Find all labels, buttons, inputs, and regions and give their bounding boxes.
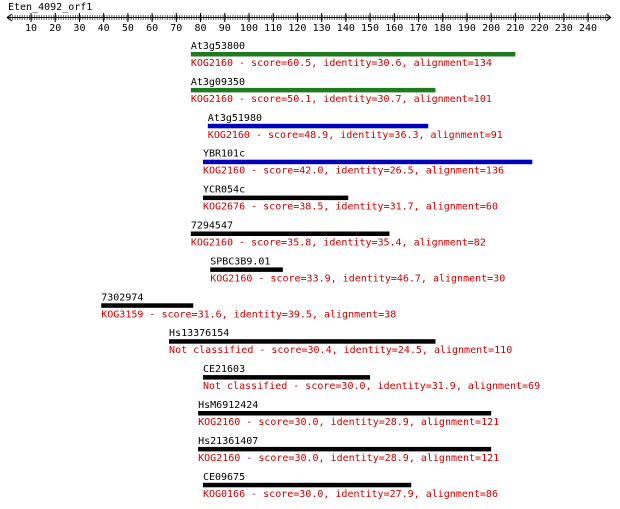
hit-name: CE21603 <box>203 364 245 375</box>
hit-bar <box>207 123 429 129</box>
hit-name: Hs13376154 <box>169 328 229 339</box>
hit-name: At3g53800 <box>191 41 245 52</box>
hit-bar <box>202 159 533 165</box>
ruler-tick-label: 240 <box>579 23 597 34</box>
hit-bar <box>101 303 194 308</box>
hit-name: SPBC3B9.01 <box>210 256 270 267</box>
hit-name: YBR101c <box>203 149 245 160</box>
ruler-tick-label: 40 <box>98 23 110 34</box>
ruler-tick-label: 150 <box>361 23 379 34</box>
ruler-tick-label: 190 <box>458 23 476 34</box>
ruler-tick-label: 10 <box>25 23 37 34</box>
ruler-tick-label: 210 <box>506 23 524 34</box>
hit-description: KOG2160 - score=48.9, identity=36.3, ali… <box>208 130 503 141</box>
hit-bar <box>210 267 283 272</box>
hit-description: KOG2160 - score=42.0, identity=26.5, ali… <box>203 166 504 177</box>
hit-description: KOG2160 - score=30.0, identity=28.9, ali… <box>198 417 499 428</box>
ruler-arrows <box>6 13 612 22</box>
ruler-tick-label: 60 <box>146 23 158 34</box>
hit-name: At3g09350 <box>191 77 245 88</box>
ruler-tick-label: 70 <box>170 23 182 34</box>
hit-name: 7294547 <box>191 221 233 232</box>
ruler-tick-label: 110 <box>264 23 282 34</box>
ruler-tick-label: 220 <box>531 23 549 34</box>
hit-description: KOG2160 - score=30.0, identity=28.9, ali… <box>198 453 499 464</box>
hit-description: KOG3159 - score=31.6, identity=39.5, ali… <box>101 309 396 320</box>
hit-description: Not classified - score=30.4, identity=24… <box>169 345 512 356</box>
hit-description: KOG2160 - score=60.5, identity=30.6, ali… <box>191 58 492 69</box>
ruler-tick-label: 50 <box>122 23 134 34</box>
ruler-tick-label: 130 <box>313 23 331 34</box>
ruler-tick-label: 170 <box>409 23 427 34</box>
hit-name: 7302974 <box>101 292 143 303</box>
ruler-tick-label: 200 <box>482 23 500 34</box>
hit-bar <box>202 482 412 488</box>
hit-name: HsM6912424 <box>198 400 258 411</box>
ruler-tick-label: 90 <box>219 23 231 34</box>
query-title: Eten_4092_orf1 <box>8 2 92 13</box>
ruler-tick-label: 30 <box>73 23 85 34</box>
hit-description: KOG2160 - score=35.8, identity=35.4, ali… <box>191 238 486 249</box>
hit-bar <box>190 231 390 236</box>
hit-bar <box>202 195 349 201</box>
ruler-tick-label: 100 <box>240 23 258 34</box>
ruler-tick-label: 180 <box>434 23 452 34</box>
ruler-tick-label: 160 <box>385 23 403 34</box>
hit-description: KOG2160 - score=33.9, identity=46.7, ali… <box>210 273 505 284</box>
hit-bar <box>190 52 516 57</box>
hit-name: At3g51980 <box>208 113 262 124</box>
hit-bar <box>198 411 492 416</box>
ruler-tick-label: 20 <box>49 23 61 34</box>
hit-bar <box>169 339 436 344</box>
ruler-tick-label: 140 <box>337 23 355 34</box>
hit-description: KOG2160 - score=50.1, identity=30.7, ali… <box>191 94 492 105</box>
hit-name: YCR054c <box>203 185 245 196</box>
hit-name: Hs21361407 <box>198 436 258 447</box>
ruler-tick-label: 120 <box>288 23 306 34</box>
ruler-tick-label: 80 <box>195 23 207 34</box>
ruler-tick-label: 230 <box>555 23 573 34</box>
hit-bar <box>190 87 436 93</box>
hit-bar <box>202 375 371 380</box>
hit-description: Not classified - score=30.0, identity=31… <box>203 381 540 392</box>
hit-name: CE09675 <box>203 472 245 483</box>
hit-description: KOG2676 - score=38.5, identity=31.7, ali… <box>203 202 498 213</box>
hit-bar <box>198 446 492 452</box>
hit-description: KOG0166 - score=30.0, identity=27.9, ali… <box>203 489 498 500</box>
